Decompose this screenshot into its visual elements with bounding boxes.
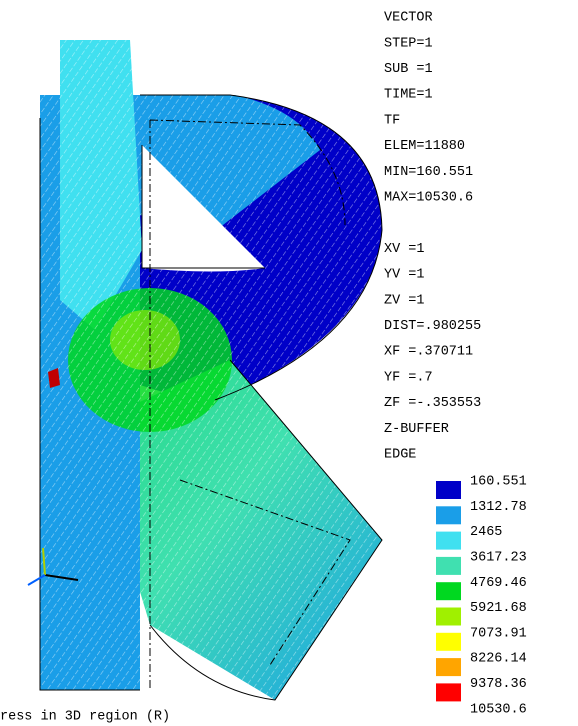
info-line: MAX=10530.6 xyxy=(384,190,473,205)
legend-label: 9378.36 xyxy=(470,677,527,692)
legend-label: 10530.6 xyxy=(470,702,527,717)
info-line: ZF =-.353553 xyxy=(384,396,481,411)
caption: ress in 3D region (R) xyxy=(0,710,170,725)
legend: 160.551 1312.78 2465 3617.23 4769.46 5921.68 7… xyxy=(436,475,527,718)
info-line: STEP=1 xyxy=(384,36,433,51)
info-line: ZV =1 xyxy=(384,293,425,308)
info-line: TIME=1 xyxy=(384,88,433,103)
legend-label: 160.551 xyxy=(470,475,527,490)
legend-swatch xyxy=(436,532,461,550)
viewport: VECTOR STEP=1 SUB =1 TIME=1 TF ELEM=11880 MIN=… xyxy=(0,0,578,726)
vector-plot xyxy=(28,35,385,705)
info-line: Z-BUFFER xyxy=(384,422,449,437)
info-line: SUB =1 xyxy=(384,62,433,77)
legend-label: 7073.91 xyxy=(470,626,527,641)
texture xyxy=(35,35,385,705)
legend-swatch xyxy=(436,608,461,626)
legend-label: 1312.78 xyxy=(470,500,527,515)
legend-swatch xyxy=(436,658,461,676)
legend-swatch xyxy=(436,582,461,600)
legend-label: 4769.46 xyxy=(470,576,527,591)
info-line: MIN=160.551 xyxy=(384,165,473,180)
legend-swatch xyxy=(436,506,461,524)
legend-label: 3617.23 xyxy=(470,550,527,565)
info-line: XF =.370711 xyxy=(384,345,473,360)
info-line: YV =1 xyxy=(384,268,425,283)
legend-swatch xyxy=(436,683,461,701)
info-line: XV =1 xyxy=(384,242,425,257)
info-line: VECTOR xyxy=(384,11,433,26)
page: {"info": ["VECTOR", "STEP=1", "SUB =1", … xyxy=(0,0,578,726)
legend-swatch xyxy=(436,557,461,575)
info-panel: VECTOR STEP=1 SUB =1 TIME=1 TF ELEM=11880 MIN=… xyxy=(384,11,481,463)
info-line: DIST=.980255 xyxy=(384,319,481,334)
legend-swatch xyxy=(436,633,461,651)
legend-label: 8226.14 xyxy=(470,652,527,667)
info-line: EDGE xyxy=(384,447,416,462)
info-line: ELEM=11880 xyxy=(384,139,465,154)
info-line: TF xyxy=(384,113,400,128)
legend-label: 5921.68 xyxy=(470,601,527,616)
legend-swatch xyxy=(436,481,461,499)
info-line: YF =.7 xyxy=(384,370,433,385)
legend-label: 2465 xyxy=(470,525,502,540)
